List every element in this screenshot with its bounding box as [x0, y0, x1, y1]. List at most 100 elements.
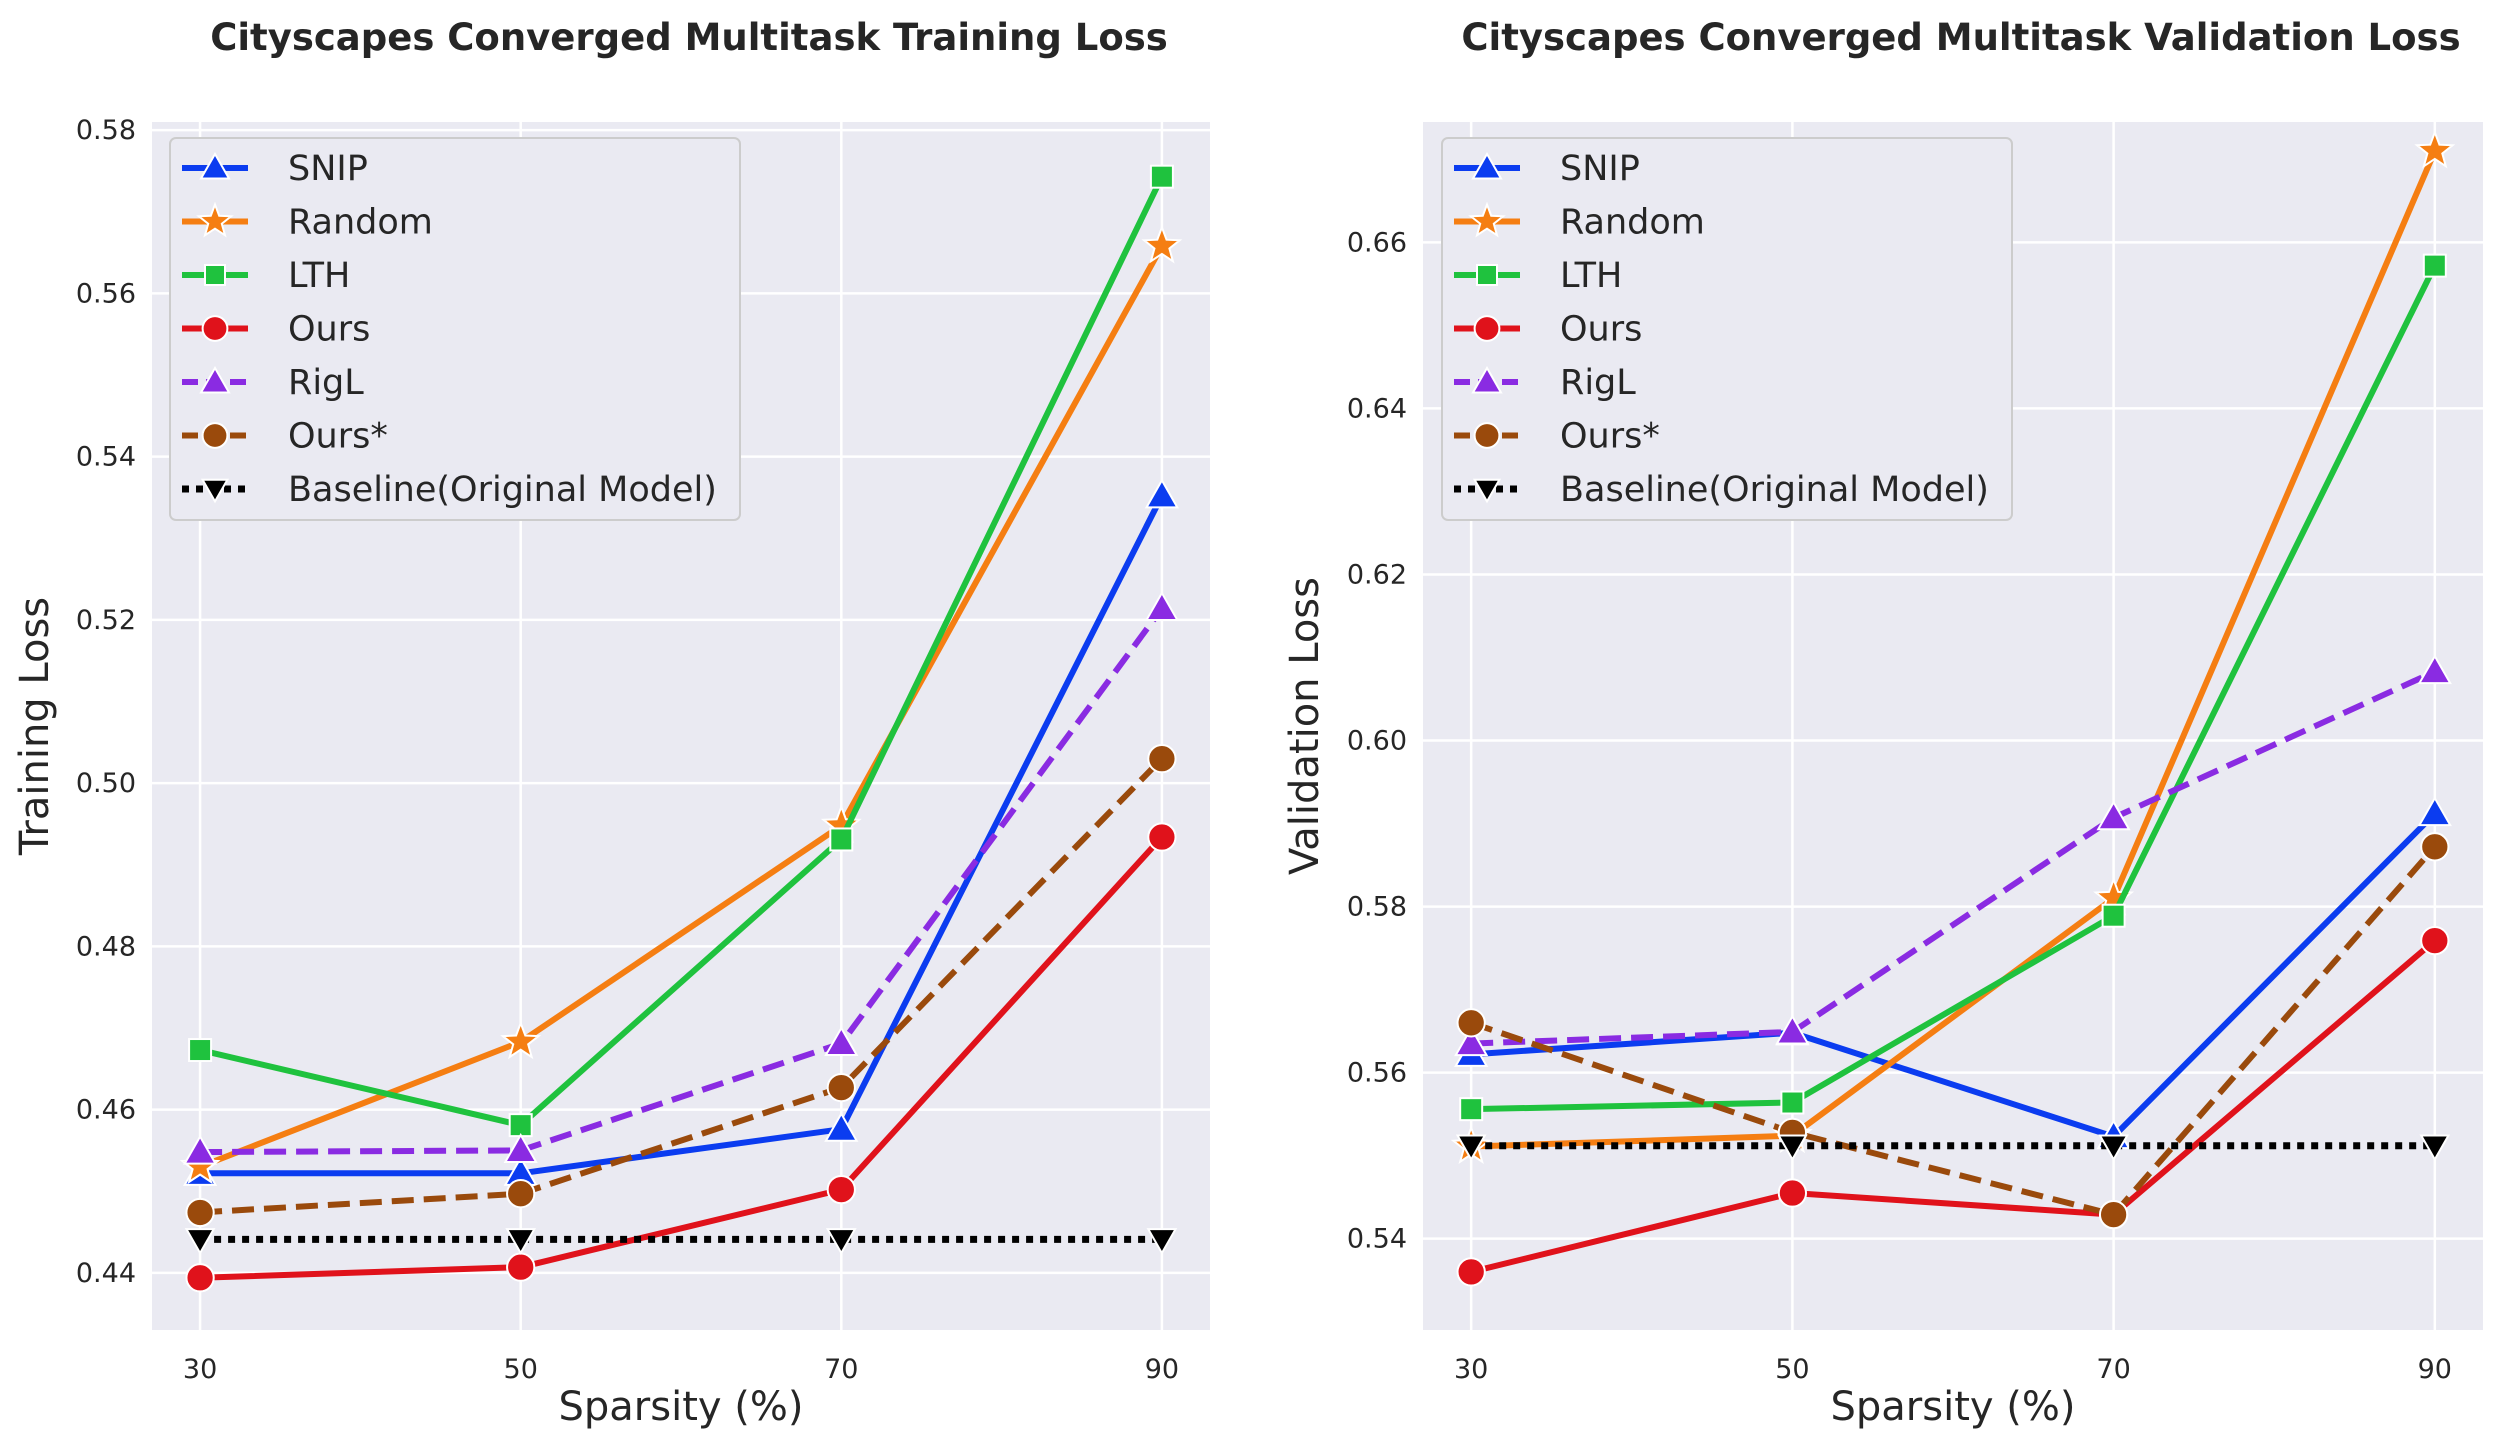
- y-axis-label: Training Loss: [12, 597, 58, 856]
- legend-marker: [199, 151, 231, 180]
- legend-item-ours-star: Ours*: [182, 417, 388, 457]
- x-tick-label: 90: [2418, 1354, 2452, 1385]
- legend-marker: [1471, 151, 1503, 180]
- legend-label: SNIP: [1560, 149, 1640, 189]
- legend-item-ours: Ours: [1454, 310, 1642, 350]
- legend-item-baseline-original-model: Baseline(Original Model): [182, 470, 717, 510]
- legend-marker: [199, 365, 231, 394]
- series-line-snip: [1470, 811, 2437, 1140]
- y-tick-label: 0.56: [1347, 1058, 1407, 1089]
- legend-marker: [201, 422, 229, 449]
- data-point-lth: [1459, 1097, 1484, 1122]
- legend-label: LTH: [288, 256, 350, 296]
- data-point-ours-star: [185, 1197, 215, 1228]
- data-point-ours-star: [826, 1072, 856, 1103]
- data-point-baseline-original-model: [1777, 1134, 1808, 1162]
- x-axis-label: Sparsity (%): [559, 1384, 804, 1430]
- legend-marker: [1468, 201, 1506, 238]
- data-point-baseline-original-model: [505, 1228, 537, 1256]
- x-tick-label: 90: [1145, 1354, 1179, 1385]
- x-tick-label: 30: [1454, 1354, 1488, 1385]
- legend-label: Baseline(Original Model): [288, 470, 717, 510]
- data-point-rigl: [182, 1134, 218, 1165]
- legend-label: LTH: [1560, 256, 1622, 296]
- legend-marker: [1473, 422, 1501, 449]
- chart-title: Cityscapes Converged Multitask Validatio…: [1461, 16, 2460, 59]
- series-line-lth: [1471, 264, 2438, 1113]
- data-point-baseline-original-model: [1146, 1228, 1178, 1256]
- y-tick-label: 0.58: [1347, 892, 1407, 923]
- data-point-baseline-original-model: [2419, 1134, 2451, 1162]
- legend-marker: [1476, 264, 1498, 286]
- series-baseline-original-model: [184, 1228, 1178, 1256]
- legend-item-lth: LTH: [1454, 256, 1622, 296]
- series-ours: [185, 822, 1177, 1293]
- data-point-snip: [2417, 796, 2452, 827]
- y-tick-label: 0.54: [1347, 1224, 1407, 1255]
- y-tick-label: 0.58: [76, 115, 136, 146]
- data-point-lth: [1149, 164, 1174, 189]
- legend-marker: [204, 264, 226, 286]
- y-tick-label: 0.64: [1347, 393, 1407, 424]
- series-line-rigl: [200, 606, 1165, 1156]
- x-axis-label: Sparsity (%): [1831, 1384, 2076, 1430]
- legend-item-snip: SNIP: [1454, 149, 1640, 189]
- x-tick-label: 30: [183, 1354, 217, 1385]
- data-point-random: [500, 1020, 542, 1060]
- data-point-lth: [1780, 1090, 1805, 1115]
- data-point-baseline-original-model: [2098, 1134, 2129, 1162]
- data-point-ours: [506, 1252, 536, 1282]
- legend-marker: [1473, 315, 1501, 342]
- data-point-lth: [188, 1038, 213, 1063]
- legend-item-rigl: RigL: [182, 363, 364, 403]
- series-rigl: [1454, 654, 2452, 1057]
- data-point-rigl: [824, 1026, 859, 1057]
- series-line-random: [1471, 149, 2438, 1150]
- legend-item-ours: Ours: [182, 310, 370, 350]
- x-tick-label: 50: [1775, 1354, 1809, 1385]
- legend-item-rigl: RigL: [1454, 363, 1636, 403]
- data-point-lth: [829, 827, 854, 852]
- chart-1: 0.44 0.46 0.48 0.50 0.52 0.54 0.56 0.58 30 50 70 90…: [12, 16, 1210, 1430]
- legend-label: Ours: [1560, 310, 1642, 350]
- series-line-lth: [199, 175, 1165, 1129]
- legend-label: SNIP: [288, 149, 368, 189]
- series-line-snip: [200, 494, 1165, 1177]
- data-point-ours: [1777, 1178, 1808, 1208]
- series-line-ours: [199, 834, 1165, 1281]
- y-tick-label: 0.52: [76, 605, 136, 636]
- data-point-rigl: [503, 1133, 538, 1163]
- data-point-baseline-original-model: [1455, 1134, 1487, 1162]
- series-line-rigl: [1471, 668, 2437, 1047]
- data-point-rigl: [2417, 654, 2452, 685]
- legend-item-random: Random: [1454, 201, 1705, 243]
- legend-item-lth: LTH: [182, 256, 350, 296]
- x-tick-label: 50: [504, 1354, 538, 1385]
- y-tick-label: 0.62: [1347, 559, 1407, 590]
- data-point-lth: [508, 1113, 533, 1138]
- series-lth: [188, 164, 1174, 1138]
- legend-marker: [196, 201, 234, 238]
- data-point-ours-star: [2420, 832, 2450, 862]
- data-point-snip: [824, 1111, 859, 1142]
- legend-item-snip: SNIP: [182, 149, 368, 189]
- y-tick-label: 0.56: [76, 278, 136, 309]
- data-point-ours: [1147, 822, 1177, 852]
- legend-item-baseline-original-model: Baseline(Original Model): [1454, 470, 1989, 510]
- legend-item-random: Random: [182, 201, 433, 243]
- data-point-ours-star: [1456, 1008, 1486, 1038]
- y-tick-label: 0.46: [76, 1095, 136, 1126]
- series-line-random: [199, 244, 1165, 1170]
- legend-label: Random: [1560, 203, 1705, 243]
- data-point-rigl: [1775, 1014, 1810, 1045]
- data-point-ours: [1456, 1257, 1486, 1287]
- data-point-rigl: [1454, 1026, 1489, 1057]
- legend: SNIP Random LTH Ours RigL Ours* Baseline(Origi…: [1441, 137, 2013, 521]
- data-point-ours: [826, 1174, 856, 1205]
- data-point-ours: [185, 1263, 215, 1293]
- y-tick-label: 0.60: [1347, 726, 1407, 757]
- x-tick-label: 70: [824, 1354, 858, 1385]
- x-tick-label: 70: [2096, 1354, 2130, 1385]
- y-tick-label: 0.48: [76, 931, 136, 962]
- legend-marker: [200, 478, 230, 504]
